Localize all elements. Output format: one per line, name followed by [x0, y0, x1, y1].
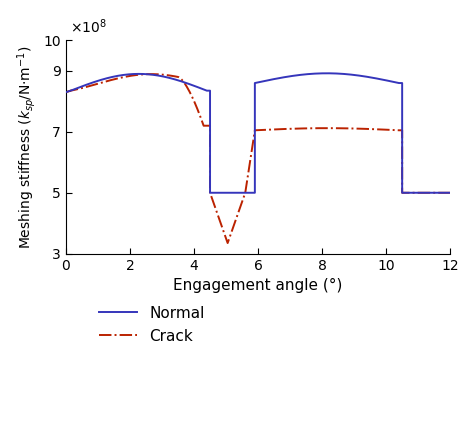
Crack: [148, 71, 154, 77]
Normal: [396, 81, 402, 86]
Normal: [389, 79, 394, 84]
X-axis label: Engagement angle (°): Engagement angle (°): [173, 278, 343, 293]
Crack: [225, 240, 230, 246]
Line: Crack: Crack: [66, 74, 450, 243]
Crack: [266, 127, 272, 132]
Normal: [154, 73, 159, 78]
Text: $\times10^8$: $\times10^8$: [70, 18, 107, 36]
Normal: [447, 190, 453, 195]
Normal: [135, 71, 141, 77]
Crack: [292, 126, 298, 131]
Legend: Normal, Crack: Normal, Crack: [93, 300, 211, 350]
Crack: [349, 126, 355, 131]
Crack: [369, 126, 374, 132]
Normal: [63, 90, 69, 95]
Normal: [207, 190, 213, 195]
Crack: [63, 90, 69, 95]
Normal: [185, 81, 191, 86]
Line: Normal: Normal: [66, 73, 450, 193]
Y-axis label: Meshing stiffness ($k_{sp}$/N·m$^{-1}$): Meshing stiffness ($k_{sp}$/N·m$^{-1}$): [15, 45, 38, 249]
Crack: [120, 75, 126, 80]
Normal: [324, 71, 329, 76]
Crack: [447, 190, 453, 195]
Crack: [262, 127, 267, 132]
Normal: [164, 75, 170, 80]
